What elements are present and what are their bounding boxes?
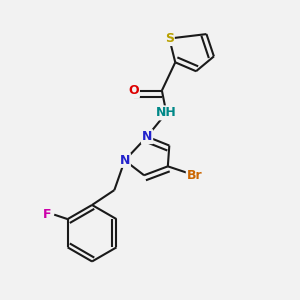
Text: N: N [119,154,130,167]
Text: Br: Br [187,169,203,182]
Text: NH: NH [156,106,177,119]
Text: O: O [128,84,139,97]
Text: S: S [165,32,174,45]
Text: N: N [142,130,152,143]
Text: F: F [43,208,51,221]
